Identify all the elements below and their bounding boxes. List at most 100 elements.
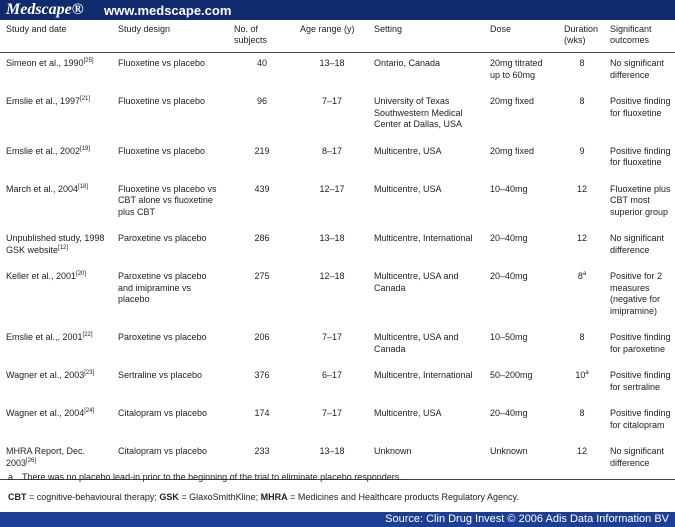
study-table: Study and date Study design No. of subject… xyxy=(0,20,675,480)
reference: [24] xyxy=(84,408,95,414)
cell-dose: 20mg fixed xyxy=(484,141,558,179)
study: Emslie et al., 1997 xyxy=(6,96,81,106)
cell-study: Simeon et al., 1990[25] xyxy=(0,53,112,92)
setting: Multicentre, USA xyxy=(374,183,442,194)
cell-duration: 8 xyxy=(558,53,604,92)
column-header: Significant outcomes xyxy=(604,20,675,53)
cell-subjects: 376 xyxy=(228,365,294,403)
cell-duration: 8 xyxy=(558,403,604,441)
cell-duration: 8 xyxy=(558,91,604,141)
cell-duration: 10a xyxy=(558,365,604,403)
table-row: Simeon et al., 1990[25] Fluoxetine vs pla… xyxy=(0,53,675,92)
study: March et al., 2004 xyxy=(6,183,79,194)
setting: Multicentre, USA xyxy=(374,145,442,156)
table-row: Wagner et al., 2003[23] Sertraline vs pla… xyxy=(0,365,675,403)
cell-design: Citalopram vs placebo xyxy=(112,403,228,441)
abbreviation: MHRA xyxy=(260,492,288,502)
duration: 8 xyxy=(579,332,585,342)
design: Fluoxetine vs placebo xyxy=(118,58,206,68)
age: 12–17 xyxy=(319,183,345,194)
cell-study: Emslie et al., 2002[19] xyxy=(0,141,112,179)
cell-dose: 10–50mg xyxy=(484,327,558,365)
reference: [19] xyxy=(80,145,91,152)
study: Simeon et al., 1990 xyxy=(6,58,84,68)
abbreviation-text: = Medicines and Healthcare products Regu… xyxy=(287,492,519,502)
design: Sertraline vs placebo xyxy=(118,370,203,380)
setting: Multicentre, USA xyxy=(374,408,442,418)
duration: 12 xyxy=(576,446,587,456)
cell-study: MHRA Report, Dec. 2003[26] xyxy=(0,441,112,480)
design: Citalopram vs placebo xyxy=(118,408,208,418)
outcome: Positive finding for citalopram xyxy=(610,408,671,430)
url[interactable]: www.medscape.com xyxy=(104,3,232,18)
reference: [21] xyxy=(80,96,91,102)
duration: 9 xyxy=(579,145,585,156)
cell-outcome: Fluoxetine plus CBT most superior group xyxy=(604,179,675,229)
cell-setting: Multicentre, International xyxy=(368,365,484,403)
cell-setting: Multicentre, USA xyxy=(368,403,484,441)
setting: Unknown xyxy=(374,446,412,456)
cell-subjects: 439 xyxy=(228,179,294,229)
outcome: Positive finding for fluoxetine xyxy=(610,96,671,118)
cell-duration: 8 xyxy=(558,327,604,365)
cell-subjects: 233 xyxy=(228,441,294,480)
subjects: 206 xyxy=(254,332,270,342)
cell-design: Fluoxetine vs placebo xyxy=(112,53,228,92)
dose: 20–40mg xyxy=(490,233,528,243)
cell-setting: Multicentre, USA and Canada xyxy=(368,266,484,327)
cell-dose: 20–40mg xyxy=(484,403,558,441)
cell-subjects: 219 xyxy=(228,141,294,179)
outcome: No significant difference xyxy=(610,446,665,468)
duration: 8 xyxy=(579,408,585,418)
design: Paroxetine vs placebo xyxy=(118,332,207,342)
cell-study: Emslie et al., 1997[21] xyxy=(0,91,112,141)
duration: 8 xyxy=(579,58,585,68)
cell-design: Fluoxetine vs placebo xyxy=(112,91,228,141)
duration: 10 xyxy=(575,370,586,380)
column-header: Age range (y) xyxy=(294,20,368,53)
outcome: No significant difference xyxy=(610,233,665,255)
brand[interactable]: Medscape® xyxy=(6,1,84,18)
study: Keller et al., 2001 xyxy=(6,271,77,281)
age: 7–17 xyxy=(321,408,343,418)
setting: Ontario, Canada xyxy=(374,58,441,68)
cell-age: 7–17 xyxy=(294,91,368,141)
cell-design: Paroxetine vs placebo xyxy=(112,327,228,365)
study: Wagner et al., 2003 xyxy=(6,370,85,380)
cell-study: March et al., 2004[18] xyxy=(0,179,112,229)
dose: 20–40mg xyxy=(490,271,528,281)
dose: Unknown xyxy=(490,446,528,456)
abbreviation: CBT xyxy=(8,492,27,502)
cell-study: Keller et al., 2001[20] xyxy=(0,266,112,327)
table-row: Unpublished study, 1998 GSK website[12] P… xyxy=(0,228,675,266)
subjects: 40 xyxy=(256,58,267,68)
study: Unpublished study, 1998 GSK website xyxy=(6,233,105,255)
dose: 20mg titrated up to 60mg xyxy=(490,58,543,80)
cell-dose: Unknown xyxy=(484,441,558,480)
footnote: a There was no placebo lead-in prior to t… xyxy=(8,472,402,482)
reference: [18] xyxy=(78,183,89,190)
age: 8–17 xyxy=(321,145,343,156)
cell-age: 7–17 xyxy=(294,403,368,441)
cell-dose: 50–200mg xyxy=(484,365,558,403)
cell-subjects: 174 xyxy=(228,403,294,441)
cell-outcome: Positive for 2 measures (negative for im… xyxy=(604,266,675,327)
design: Paroxetine vs placebo xyxy=(118,233,207,243)
cell-outcome: No significant difference xyxy=(604,441,675,480)
design: Fluoxetine vs placebo xyxy=(118,96,206,106)
subjects: 233 xyxy=(254,446,270,456)
table-row: Wagner et al., 2004[24] Citalopram vs pla… xyxy=(0,403,675,441)
header-bar: Medscape® www.medscape.com xyxy=(0,0,675,20)
cell-setting: Unknown xyxy=(368,441,484,480)
note-mark: a xyxy=(585,370,589,376)
duration: 12 xyxy=(576,183,587,194)
cell-subjects: 206 xyxy=(228,327,294,365)
design: Paroxetine vs placebo and imipramine vs … xyxy=(118,271,207,304)
cell-dose: 20–40mg xyxy=(484,228,558,266)
dose: 10–40mg xyxy=(490,183,528,194)
age: 13–18 xyxy=(319,58,345,68)
cell-age: 6–17 xyxy=(294,365,368,403)
cell-subjects: 96 xyxy=(228,91,294,141)
outcome: No significant difference xyxy=(610,58,665,80)
